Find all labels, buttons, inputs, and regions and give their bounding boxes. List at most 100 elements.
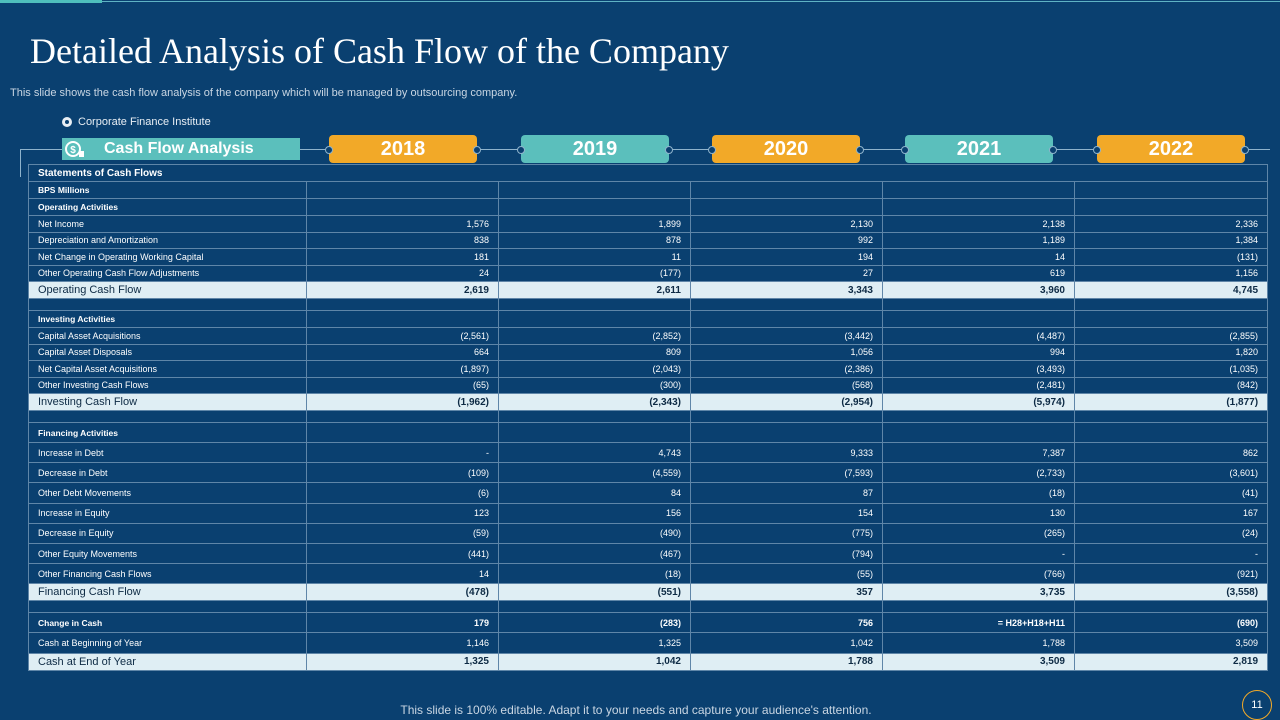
cell-2018 [306, 422, 499, 443]
table-title: Statements of Cash Flows [27, 164, 1269, 182]
connector-node [901, 146, 909, 154]
cell-2022 [1073, 298, 1269, 311]
cell-2018: (59) [306, 522, 499, 544]
cell-2019: 878 [498, 231, 691, 249]
cell-2020: (7,593) [690, 462, 883, 484]
row-label: Depreciation and Amortization [28, 231, 307, 249]
row-label: Investing Cash Flow [28, 393, 307, 411]
cell-2021: 3,509 [882, 652, 1075, 671]
cell-2020 [690, 298, 883, 311]
cell-2019: (177) [498, 264, 691, 282]
row-label: Other Investing Cash Flows [28, 376, 307, 394]
cell-2020 [690, 198, 883, 216]
cell-2022 [1073, 600, 1269, 614]
cell-2020: 27 [690, 264, 883, 282]
row-label [28, 298, 307, 311]
table-spacer-row [28, 600, 1269, 614]
connector-node [856, 146, 864, 154]
year-2018: 2018 [329, 135, 477, 163]
row-label: Net Income [28, 215, 307, 233]
cell-2021: 2,138 [882, 215, 1075, 233]
finance-icon: $ [62, 138, 88, 160]
cell-2019 [498, 422, 691, 443]
cell-2019: 809 [498, 343, 691, 361]
cell-2018: (478) [306, 583, 499, 602]
cell-2022: (842) [1073, 376, 1269, 394]
cell-2020: 9,333 [690, 441, 883, 464]
cell-2019 [498, 310, 691, 328]
row-label: Other Debt Movements [28, 482, 307, 504]
cell-2019: 1,042 [498, 652, 691, 671]
cell-2020 [690, 600, 883, 614]
cell-2018 [306, 181, 499, 199]
cell-2019 [498, 410, 691, 423]
cell-2018: 179 [306, 612, 499, 634]
cell-2020 [690, 310, 883, 328]
cell-2019 [498, 181, 691, 199]
connector-node [473, 146, 481, 154]
cell-2018 [306, 310, 499, 328]
cell-2019: 11 [498, 248, 691, 266]
cell-2018: 2,619 [306, 281, 499, 299]
cell-2022: (1,877) [1073, 393, 1269, 411]
row-label: Capital Asset Disposals [28, 343, 307, 361]
table-row: Other Equity Movements (441) (467) (794) - - [28, 542, 1269, 565]
cell-2021: (766) [882, 563, 1075, 585]
cell-2018 [306, 198, 499, 216]
source-label: Corporate Finance Institute [62, 116, 211, 128]
header-connector-drop [20, 149, 21, 177]
cell-2021: = H28+H18+H11 [882, 612, 1075, 634]
cash-flow-analysis-label: $ Cash Flow Analysis [62, 138, 300, 160]
cell-2021: 994 [882, 343, 1075, 361]
row-label: Net Capital Asset Acquisitions [28, 360, 307, 378]
cell-2022: (41) [1073, 482, 1269, 504]
cell-2021 [882, 410, 1075, 423]
top-rule [0, 1, 1280, 2]
cell-2022: (1,035) [1073, 360, 1269, 378]
table-row: BPS Millions [28, 181, 1269, 199]
cell-2018: 664 [306, 343, 499, 361]
row-label: Other Financing Cash Flows [28, 563, 307, 585]
cell-2018: 181 [306, 248, 499, 266]
source-bullet-icon [62, 117, 72, 127]
cell-2018: (65) [306, 376, 499, 394]
connector-node [1241, 146, 1249, 154]
cell-2019: (2,852) [498, 327, 691, 345]
table-row: Increase in Debt -4,743 9,333 7,387 862 [28, 441, 1269, 464]
cell-2022: 167 [1073, 502, 1269, 524]
cell-2019: 84 [498, 482, 691, 504]
cell-2018: 14 [306, 563, 499, 585]
cell-2019: (18) [498, 563, 691, 585]
cell-2020 [690, 422, 883, 443]
row-label: BPS Millions [28, 181, 307, 199]
cell-2018: (1,897) [306, 360, 499, 378]
cell-2021: 1,788 [882, 632, 1075, 654]
table-row: Other Investing Cash Flows (65) (300) (568)… [28, 376, 1269, 394]
cell-2020: (3,442) [690, 327, 883, 345]
table-row: Other Operating Cash Flow Adjustments 24(… [28, 264, 1269, 282]
table-row: Decrease in Debt (109) (4,559) (7,593) (2,73… [28, 462, 1269, 484]
cell-2022: (3,601) [1073, 462, 1269, 484]
cell-2022 [1073, 310, 1269, 328]
cell-2019 [498, 298, 691, 311]
cell-2021 [882, 422, 1075, 443]
row-label: Increase in Equity [28, 502, 307, 524]
cell-2018: 1,325 [306, 652, 499, 671]
cell-2022: (3,558) [1073, 583, 1269, 602]
table-row: Change in Cash 179 (283) 756 = H28+H18+H11 (6… [28, 612, 1269, 634]
row-label [28, 410, 307, 423]
cell-2018 [306, 600, 499, 614]
page-title: Detailed Analysis of Cash Flow of the Co… [30, 31, 729, 71]
table-row: Capital Asset Disposals 664 809 1,056 994 1,8… [28, 343, 1269, 361]
connector-node [1049, 146, 1057, 154]
cell-2019: 1,325 [498, 632, 691, 654]
cell-2020: 357 [690, 583, 883, 602]
table-total-row: Financing Cash Flow (478) (551) 357 3,735 (3,… [28, 583, 1269, 602]
table-total-row: Investing Cash Flow (1,962) (2,343) (2,954)… [28, 393, 1269, 411]
table-spacer-row [28, 410, 1269, 423]
cell-2019 [498, 198, 691, 216]
cell-2020: (2,386) [690, 360, 883, 378]
cell-2022: 1,820 [1073, 343, 1269, 361]
cell-2022: 862 [1073, 441, 1269, 464]
cell-2021: (2,481) [882, 376, 1075, 394]
